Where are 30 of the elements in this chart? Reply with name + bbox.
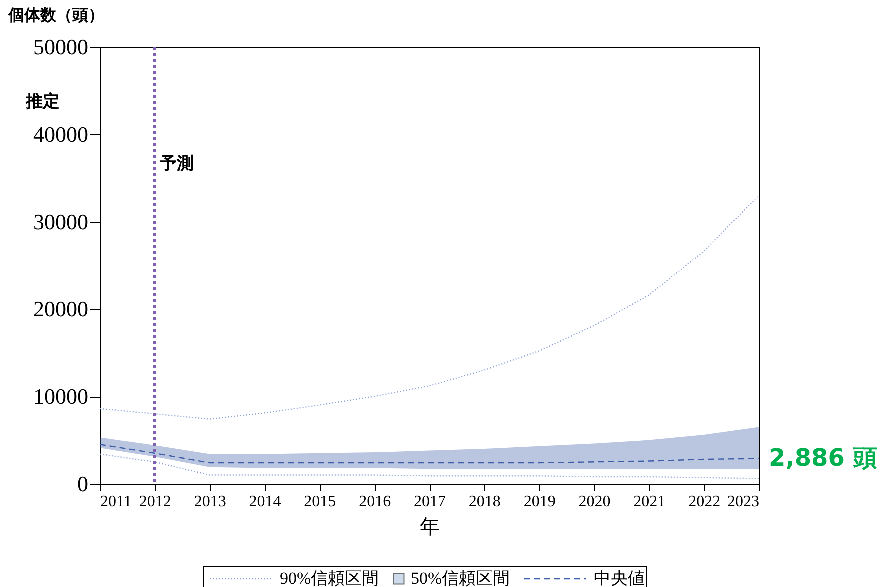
annotation: 2,886 頭 (769, 444, 878, 472)
x-tick-label: 2017 (414, 494, 446, 510)
x-tick-label: 2023 (728, 494, 760, 510)
x-tick-label: 2020 (578, 494, 611, 510)
y-tick-label: 20000 (34, 296, 88, 322)
line-series (99, 194, 760, 420)
y-tick-label: 10000 (34, 384, 88, 410)
line-series (99, 444, 760, 464)
x-tick-label: 2014 (249, 494, 282, 510)
y-tick-label: 30000 (34, 209, 88, 234)
y-tick-label: 40000 (34, 122, 88, 147)
y-tick-label: 50000 (34, 34, 88, 60)
x-tick-label: 2021 (634, 494, 666, 510)
x-tick-label: 2012 (139, 494, 172, 510)
legend-label: 90%信頼区間 (280, 569, 380, 587)
annotation: 予測 (159, 154, 194, 174)
legend-label: 中央値 (594, 569, 645, 587)
x-tick-label: 2016 (359, 494, 392, 510)
x-tick-label: 2019 (524, 494, 556, 510)
x-tick-label: 2015 (304, 494, 336, 510)
legend-label: 50%信頼区間 (411, 569, 510, 587)
x-axis-title: 年 (420, 514, 440, 538)
line-series (99, 454, 760, 480)
x-tick-label: 2013 (194, 494, 226, 510)
x-tick-label: 2022 (688, 494, 721, 510)
y-tick-label: 0 (78, 472, 88, 496)
x-tick-label: 2018 (468, 494, 501, 510)
text: 推定 (25, 92, 60, 112)
x-tick-label: 2011 (100, 494, 132, 510)
y-axis-title: 個体数（頭） (8, 6, 104, 24)
